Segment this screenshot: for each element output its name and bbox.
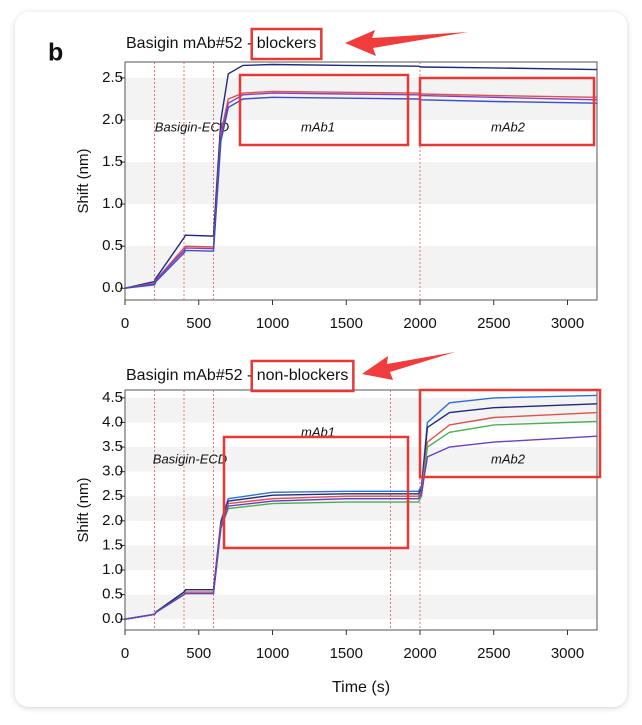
x-tick-label: 3000 <box>551 645 584 662</box>
y-tick-label: 2.5 <box>102 487 123 504</box>
grid-band <box>125 246 597 289</box>
x-tick-label: 1500 <box>330 645 363 662</box>
x-axis-label: Time (s) <box>332 679 390 696</box>
x-tick-label: 500 <box>186 645 211 662</box>
series-line <box>124 435 598 620</box>
y-tick-label: 3.0 <box>102 463 123 480</box>
y-tick-label: 1.0 <box>102 561 123 578</box>
grid-band <box>125 496 597 521</box>
highlight-box <box>418 76 596 147</box>
phase-label: mAb2 <box>491 119 526 134</box>
y-tick-label: 0.0 <box>102 279 123 296</box>
y-tick-label: 0.5 <box>102 586 123 603</box>
x-tick-label: 1000 <box>256 645 289 662</box>
highlight-box <box>418 388 602 479</box>
highlight-box <box>250 27 323 61</box>
y-tick-label: 2.0 <box>102 512 123 529</box>
panel-label: b <box>48 39 63 67</box>
x-tick-label: 2000 <box>403 315 436 332</box>
y-axis-label: Shift (nm) <box>75 477 92 542</box>
arrow <box>362 352 455 380</box>
x-tick-label: 1000 <box>256 315 289 332</box>
y-tick-label: 0.0 <box>102 610 123 627</box>
arrow <box>345 30 468 56</box>
x-tick-label: 2500 <box>477 645 510 662</box>
phase-label: Basigin-ECD <box>155 119 229 134</box>
y-tick-label: 2.0 <box>102 111 123 128</box>
y-tick-label: 4.5 <box>102 389 123 406</box>
series-line <box>124 63 598 289</box>
callouts <box>222 27 602 550</box>
grid-band <box>125 447 597 472</box>
y-tick-label: 4.0 <box>102 413 123 430</box>
grid-band <box>125 545 597 570</box>
grid-band <box>125 397 597 423</box>
y-tick-label: 1.5 <box>102 153 123 170</box>
x-tick-label: 1500 <box>330 315 363 332</box>
y-tick-label: 2.5 <box>102 69 123 86</box>
y-tick-label: 3.5 <box>102 438 123 455</box>
phase-label: mAb1 <box>301 424 335 439</box>
x-tick-label: 0 <box>121 315 129 332</box>
plot-frame <box>124 389 598 631</box>
highlight-box <box>222 435 410 550</box>
phase-label: mAb1 <box>301 119 335 134</box>
highlight-box <box>250 359 355 393</box>
y-tick-label: 0.5 <box>102 237 123 254</box>
y-axis-label: Shift (nm) <box>75 148 92 213</box>
x-tick-label: 2500 <box>477 315 510 332</box>
chart-title: Basigin mAb#52 - non-blockers <box>126 367 348 384</box>
highlight-box <box>238 73 410 147</box>
phase-label: Basigin-ECD <box>153 451 227 466</box>
plots: 0.0 0.5 1.0 1.5 2.0 2.5 0 500 1000 1500 2000 2500 30… <box>75 35 598 696</box>
y-tick-label: 1.0 <box>102 195 123 212</box>
series-line <box>124 403 598 620</box>
chart-title: Basigin mAb#52 - blockers <box>126 35 316 52</box>
x-tick-label: 0 <box>121 645 129 662</box>
x-tick-label: 500 <box>186 315 211 332</box>
grid-band <box>125 594 597 620</box>
x-tick-label: 2000 <box>403 645 436 662</box>
grid-band <box>125 162 597 205</box>
plot-frame <box>124 61 598 301</box>
y-tick-label: 1.5 <box>102 536 123 553</box>
x-tick-label: 3000 <box>551 315 584 332</box>
phase-label: mAb2 <box>491 451 526 466</box>
